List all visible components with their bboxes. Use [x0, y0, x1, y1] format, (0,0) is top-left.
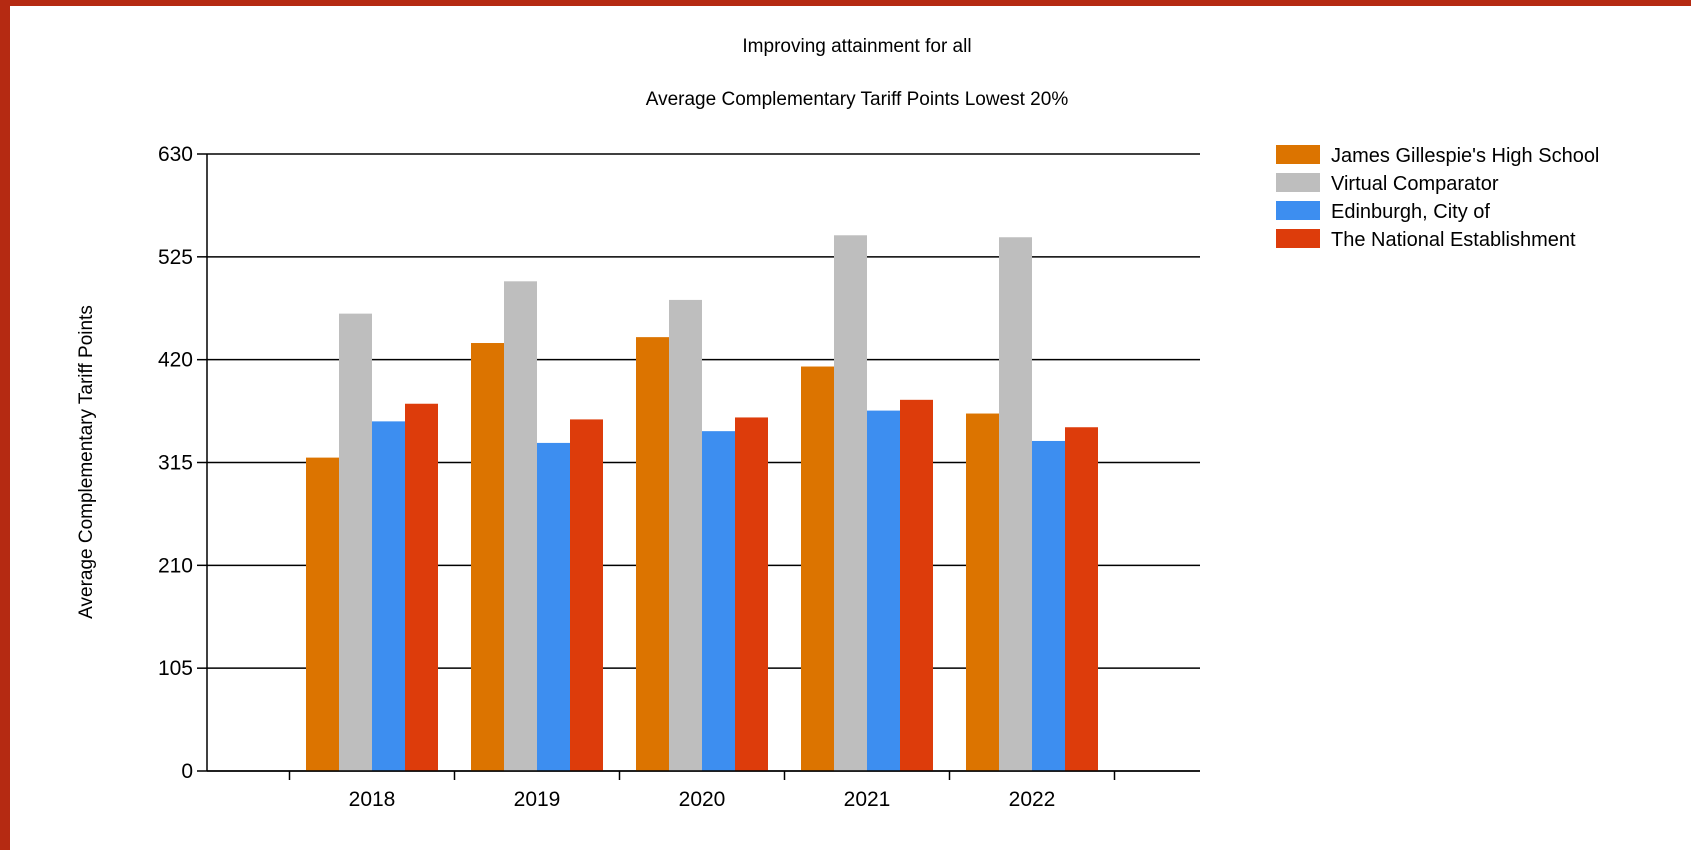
legend-label: Virtual Comparator	[1331, 173, 1499, 195]
y-tick-label: 420	[158, 349, 193, 372]
bar	[867, 410, 900, 771]
bar	[471, 343, 504, 771]
bar	[537, 442, 570, 771]
bar	[735, 417, 768, 771]
y-tick-label: 105	[158, 657, 193, 680]
y-tick-label: 630	[158, 143, 193, 166]
bar	[669, 299, 702, 771]
bar	[339, 313, 372, 771]
bar	[636, 337, 669, 771]
bar	[900, 399, 933, 771]
legend-swatch	[1276, 229, 1320, 248]
bar	[405, 403, 438, 771]
x-tick-label: 2020	[679, 788, 726, 811]
bar	[570, 419, 603, 771]
legend: James Gillespie's High School Virtual Com…	[1276, 145, 1599, 251]
x-tick-label: 2019	[514, 788, 561, 811]
legend-label: The National Establishment	[1331, 229, 1576, 251]
y-tick-label: 210	[158, 554, 193, 577]
bar	[966, 413, 999, 771]
y-tick-label: 525	[158, 246, 193, 269]
y-axis-label: Average Complementary Tariff Points	[76, 305, 97, 619]
legend-swatch	[1276, 145, 1320, 164]
bar	[504, 281, 537, 771]
bar	[306, 457, 339, 771]
legend-label: James Gillespie's High School	[1331, 145, 1599, 167]
chart-subtitle: Average Complementary Tariff Points Lowe…	[646, 89, 1069, 110]
bar	[1065, 427, 1098, 771]
y-tick-label: 315	[158, 452, 193, 475]
bars	[306, 235, 1098, 772]
legend-label: Edinburgh, City of	[1331, 201, 1490, 223]
legend-swatch	[1276, 201, 1320, 220]
x-tick-label: 2021	[844, 788, 891, 811]
bar	[1032, 440, 1065, 771]
x-tick-label: 2018	[349, 788, 396, 811]
bar	[372, 421, 405, 771]
bar	[702, 431, 735, 771]
bar	[999, 237, 1032, 771]
y-tick-label: 0	[181, 760, 193, 783]
bar	[834, 235, 867, 772]
legend-swatch	[1276, 173, 1320, 192]
chart-title: Improving attainment for all	[742, 36, 971, 57]
axes: 0 105 210 315 420 525 630 2018 2019 2020 2021 2022	[158, 143, 1200, 811]
bar	[801, 366, 834, 771]
x-tick-label: 2022	[1009, 788, 1056, 811]
